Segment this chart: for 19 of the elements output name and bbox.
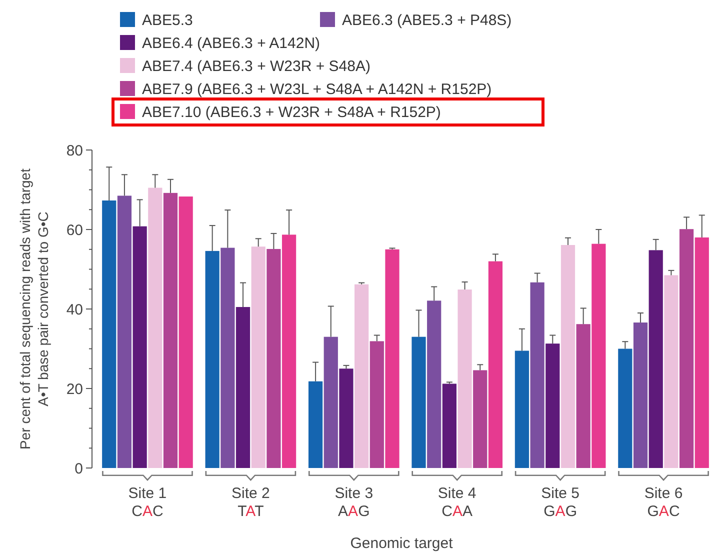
legend-label: ABE6.3 (ABE5.3 + P48S) [342,12,512,29]
x-tick-label: Site 4 CAA [438,485,476,520]
y-tick-label: 0 [74,460,83,478]
y-axis-title: Per cent of total sequencing reads with target A•T base pair converted to G•C [17,168,51,450]
legend-label: ABE5.3 [142,12,193,29]
legend-label: ABE7.9 (ABE6.3 + W23L + S48A + A142N + R152P) [142,81,492,98]
y-tick-label: 80 [66,142,83,160]
x-tick-label: Site 1 CAC [128,485,167,520]
legend-label: ABE6.4 (ABE6.3 + A142N) [142,35,320,52]
x-tick-label: Site 6 GAC [644,485,683,520]
y-tick-label: 60 [66,222,83,239]
legend-label: ABE7.10 (ABE6.3 + W23R + S48A + R152P) [142,104,441,121]
x-tick-label: Site 5 GAG [541,485,580,520]
x-tick-label: Site 3 AAG [334,485,374,520]
x-axis-title: Genomic target [350,535,454,552]
y-tick-label: 40 [66,301,83,318]
x-tick-label: Site 2 TAT [232,485,270,520]
legend-label: ABE7.4 (ABE6.3 + W23R + S48A) [142,58,370,75]
y-tick-label: 20 [66,380,83,398]
